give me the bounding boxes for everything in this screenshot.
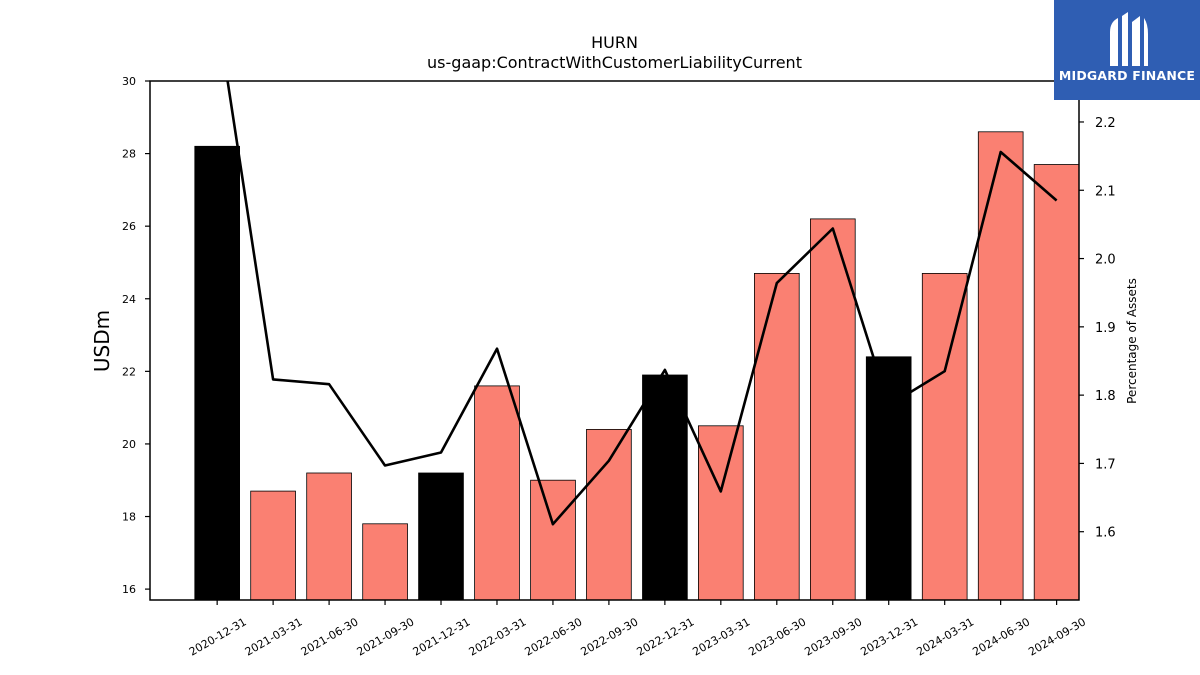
bar-2024-06-30 — [977, 131, 1024, 601]
bar-2021-12-31 — [418, 472, 464, 601]
bar-2024-03-31 — [921, 272, 968, 601]
bar-2023-03-31 — [698, 425, 744, 601]
x-tick-label: 2021-06-30 — [299, 615, 361, 658]
y2-tick-label: 1.8 — [1095, 389, 1116, 404]
x-tick-label: 2022-09-30 — [579, 615, 641, 658]
x-tick-label: 2021-03-31 — [243, 615, 305, 658]
y2-tick-label: 2.2 — [1095, 116, 1116, 131]
brand-mark-icon — [1110, 12, 1148, 66]
bar-2024-09-30 — [1033, 164, 1080, 601]
bar-2023-06-30 — [754, 272, 800, 601]
x-tick-label: 2021-09-30 — [355, 615, 417, 658]
bar-2022-06-30 — [530, 479, 576, 601]
x-tick-label: 2020-12-31 — [187, 615, 249, 658]
bar-2022-12-31 — [642, 374, 688, 601]
bar-2022-03-31 — [474, 385, 520, 601]
x-tick-label: 2022-06-30 — [523, 615, 585, 658]
y-tick-label: 18 — [122, 511, 136, 524]
y-tick-label: 24 — [122, 293, 136, 306]
plot-frame — [149, 80, 1080, 601]
x-tick-label: 2024-09-30 — [1026, 615, 1088, 658]
x-tick-label: 2023-06-30 — [746, 615, 808, 658]
x-tick-label: 2023-12-31 — [858, 615, 920, 658]
percentage-line — [226, 81, 1058, 526]
x-tick-label: 2022-12-31 — [635, 615, 697, 658]
x-tick-label: 2021-12-31 — [411, 615, 473, 658]
bar-2021-03-31 — [250, 490, 296, 601]
x-axis: 2020-12-312021-03-312021-06-302021-09-30… — [187, 600, 1088, 659]
y-tick-label: 22 — [122, 365, 136, 378]
y-tick-label: 20 — [122, 438, 136, 451]
left-axis: 16 18 20 22 24 26 28 30 — [122, 75, 150, 596]
bar-2021-09-30 — [362, 523, 408, 601]
y2-tick-label: 2.1 — [1095, 184, 1116, 199]
y-tick-label: 28 — [122, 148, 136, 161]
x-tick-label: 2022-03-31 — [467, 615, 529, 658]
brand-logo: MIDGARD FINANCE — [1054, 0, 1200, 100]
brand-name: MIDGARD FINANCE — [1058, 68, 1196, 83]
bar-2021-06-30 — [306, 472, 352, 601]
y2-tick-label: 1.7 — [1095, 457, 1116, 472]
x-tick-label: 2023-03-31 — [690, 615, 752, 658]
y2-tick-label: 2.0 — [1095, 253, 1116, 268]
bar-2020-12-31 — [194, 145, 241, 601]
y-tick-label: 30 — [122, 75, 136, 88]
y2-tick-label: 1.9 — [1095, 321, 1116, 336]
bars-group — [194, 131, 1080, 601]
bar-2022-09-30 — [586, 428, 632, 601]
x-tick-label: 2024-06-30 — [970, 615, 1032, 658]
bar-2023-12-31 — [865, 356, 912, 601]
y-tick-label: 26 — [122, 220, 136, 233]
bar-2023-09-30 — [810, 218, 856, 601]
chart-subtitle: us-gaap:ContractWithCustomerLiabilityCur… — [427, 53, 802, 72]
right-axis: 1.6 1.7 1.8 1.9 2.0 2.1 2.2 — [1079, 116, 1116, 541]
x-tick-label: 2023-09-30 — [802, 615, 864, 658]
chart-title: HURN — [591, 33, 638, 52]
y-tick-label: 16 — [122, 583, 136, 596]
y2-tick-label: 1.6 — [1095, 526, 1116, 541]
line-layer — [226, 81, 1058, 526]
x-tick-label: 2024-03-31 — [914, 615, 976, 658]
y2-axis-label: Percentage of Assets — [1125, 278, 1139, 404]
y-axis-label: USDm — [90, 310, 114, 372]
